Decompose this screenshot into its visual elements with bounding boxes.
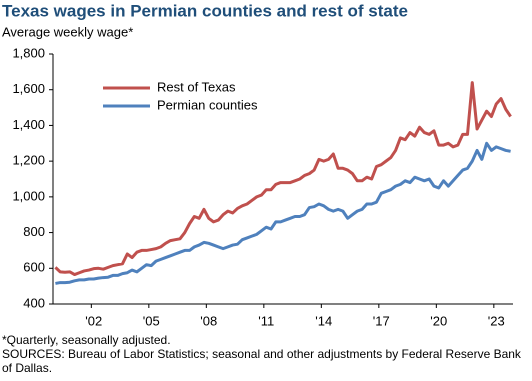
x-tick-label: '20	[430, 313, 447, 328]
y-tick-label: 1,600	[12, 81, 45, 96]
y-tick-label: 800	[23, 224, 45, 239]
y-tick-label: 1,000	[12, 188, 45, 203]
source: SOURCES: Bureau of Labor Statistics; sea…	[2, 347, 521, 375]
chart-subtitle: Average weekly wage*	[2, 24, 133, 39]
x-tick-label: '23	[488, 313, 505, 328]
x-tick-label: '11	[258, 313, 274, 328]
x-tick-label: '17	[373, 313, 390, 328]
y-tick-label: 600	[23, 260, 45, 275]
y-tick-label: 1,800	[12, 45, 45, 60]
x-tick-label: '05	[143, 313, 160, 328]
chart: Texas wages in Permian counties and rest…	[2, 1, 513, 328]
x-tick-label: '14	[315, 313, 332, 328]
series-line	[55, 141, 511, 285]
x-tick-label: '08	[200, 313, 217, 328]
legend-label: Permian counties	[157, 97, 258, 112]
chart-title: Texas wages in Permian counties and rest…	[2, 1, 408, 20]
notes: *Quarterly, seasonally adjusted. SOURCES…	[2, 333, 530, 375]
footnote: *Quarterly, seasonally adjusted.	[2, 333, 171, 347]
y-tick-label: 400	[23, 295, 45, 310]
x-tick-label: '02	[85, 313, 102, 328]
y-tick-label: 1,400	[12, 117, 45, 132]
y-tick-label: 1,200	[12, 153, 45, 168]
series-line	[54, 81, 512, 277]
legend-label: Rest of Texas	[157, 79, 236, 94]
